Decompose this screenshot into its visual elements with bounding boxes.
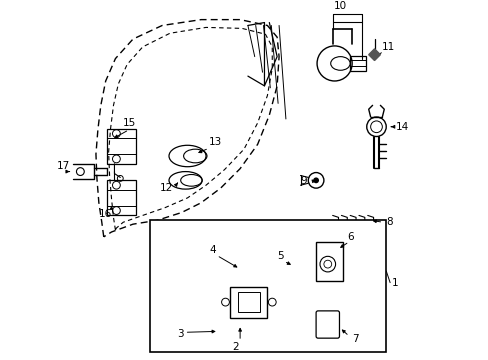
Text: 11: 11 [381,42,394,52]
Bar [315,242,343,281]
Text: 2: 2 [231,342,238,352]
Text: 17: 17 [57,161,70,171]
Text: 14: 14 [395,122,408,132]
Bar [238,292,259,312]
Text: 13: 13 [208,138,222,147]
Text: 6: 6 [346,232,353,242]
Text: 9: 9 [300,176,306,186]
Bar [349,56,365,71]
Text: 4: 4 [208,244,215,255]
Text: 15: 15 [123,118,136,128]
Text: 16: 16 [99,210,112,220]
Bar [106,180,136,215]
Bar [150,220,386,352]
Bar [230,287,267,318]
Text: 10: 10 [333,1,346,11]
Text: 3: 3 [177,329,183,339]
Text: 12: 12 [160,183,173,193]
Text: 7: 7 [351,334,358,344]
Text: 5: 5 [277,251,283,261]
Bar [106,129,136,164]
Circle shape [312,177,318,183]
Polygon shape [368,49,380,60]
Text: 1: 1 [391,278,398,288]
Text: 8: 8 [386,217,392,227]
